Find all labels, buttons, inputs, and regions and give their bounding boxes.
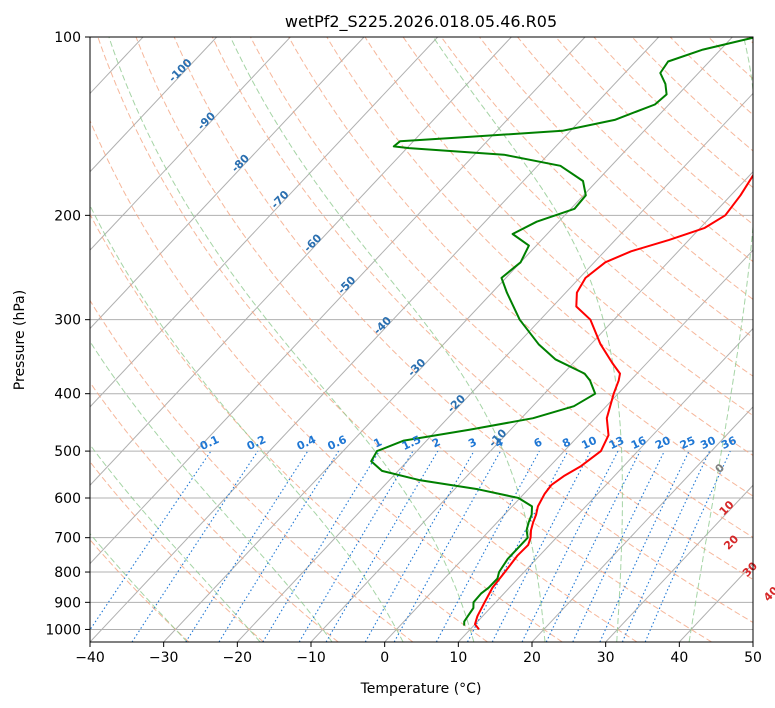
background-lines [90, 37, 753, 642]
mixing-ratio-line [218, 450, 340, 642]
moist-adiabat-line [90, 532, 188, 642]
isotherm-line [605, 484, 753, 642]
isotherm-line [90, 37, 439, 408]
mixing-ratio-label: 20 [653, 434, 673, 452]
dry-adiabat-line [517, 37, 753, 263]
isotherm-line [90, 37, 512, 486]
dry-adiabat-line [173, 37, 753, 624]
y-tick-label: 700 [54, 531, 81, 547]
x-tick-label: −10 [296, 650, 326, 666]
x-tick-label: 30 [597, 650, 615, 666]
mixing-ratio-line [545, 450, 641, 642]
x-tick-label: −30 [149, 650, 179, 666]
mixing-ratio-line [393, 450, 502, 642]
y-tick-label: 600 [54, 491, 81, 507]
y-tick-label: 200 [54, 208, 81, 224]
dry-adiabat-line [555, 37, 753, 225]
y-tick-label: 400 [54, 387, 81, 403]
x-tick-label: −20 [223, 650, 253, 666]
isotherm-line [531, 406, 753, 642]
chart-title: wetPf2_S225.2026.018.05.46.R05 [285, 12, 557, 32]
moist-adiabat-line [229, 37, 546, 642]
y-axis-label: Pressure (hPa) [12, 290, 28, 390]
isotherm-line [90, 37, 365, 330]
x-tick-label: 0 [380, 650, 389, 666]
mixing-ratio-label: 10 [580, 434, 600, 452]
mixing-ratio-line [435, 450, 540, 642]
dry-adiabat-line [440, 37, 753, 339]
dry-adiabat-line [479, 37, 753, 300]
dry-adiabat-line [364, 37, 753, 417]
y-tick-label: 900 [54, 595, 81, 611]
dry-adiabat-line [631, 37, 753, 152]
dry-adiabat-line [90, 299, 414, 642]
dry-adiabat-line [90, 460, 264, 642]
dry-adiabat-line [135, 37, 712, 642]
x-tick-label: −40 [75, 650, 105, 666]
temperature-profile-line [474, 173, 753, 631]
dry-adiabat-line [90, 539, 190, 642]
mixing-ratio-label: 16 [629, 434, 649, 452]
mixing-ratio-label: 30 [698, 434, 718, 452]
mixing-ratio-line [599, 450, 690, 642]
y-tick-label: 800 [54, 565, 81, 581]
x-tick-label: 20 [523, 650, 541, 666]
isotherm-line [163, 37, 733, 642]
mixing-ratio-line [364, 450, 475, 642]
axes: −40 −30 −20 −10 0 10 20 30 40 50 100 200 300 400 500 60… [45, 30, 762, 666]
isotherm-line [236, 92, 753, 642]
mixing-ratio-line [185, 450, 309, 642]
mixing-ratio-label: 36 [719, 434, 739, 452]
mixing-ratio-line [325, 450, 439, 642]
plot-frame [89, 36, 754, 643]
dewpoint-profile-line [370, 37, 753, 626]
y-tick-label: 300 [54, 313, 81, 329]
isotherm-line [90, 37, 291, 251]
mixing-ratio-label: 13 [607, 434, 626, 452]
x-axis-label: Temperature (°C) [360, 681, 482, 697]
isotherm-line [384, 249, 753, 642]
dry-adiabat-line [593, 37, 753, 189]
dry-adiabat-line [250, 37, 753, 538]
mixing-ratio-line [572, 450, 665, 642]
isotherm-line [90, 37, 586, 565]
mixing-ratio-line [621, 450, 711, 642]
x-tick-label: 50 [744, 650, 762, 666]
mixing-ratio-label: 25 [678, 434, 697, 452]
y-tick-label: 500 [54, 444, 81, 460]
moist-adiabat-line [90, 340, 333, 642]
dry-adiabat-line [402, 37, 753, 377]
y-tick-label: 100 [54, 30, 81, 46]
mixing-ratio-line [298, 450, 414, 642]
dry-adiabat-line [90, 119, 563, 642]
x-tick-label: 10 [449, 650, 467, 666]
isotherm-line [90, 37, 660, 642]
y-tick-label: 1000 [45, 622, 81, 638]
moist-adiabat-line [108, 37, 475, 642]
dry-adiabat-line [211, 37, 753, 581]
isotherm-line [90, 37, 218, 173]
dry-adiabat-line [326, 37, 753, 456]
dry-adiabat-line [97, 37, 638, 642]
dry-adiabat-line [288, 37, 753, 497]
moist-adiabat-line [688, 37, 753, 642]
moist-adiabat-line [90, 204, 404, 642]
mixing-ratio-line [262, 450, 380, 642]
profile-lines [370, 37, 753, 631]
isotherm-line [457, 327, 753, 642]
x-tick-label: 40 [670, 650, 688, 666]
moist-adiabat-line [90, 444, 261, 642]
